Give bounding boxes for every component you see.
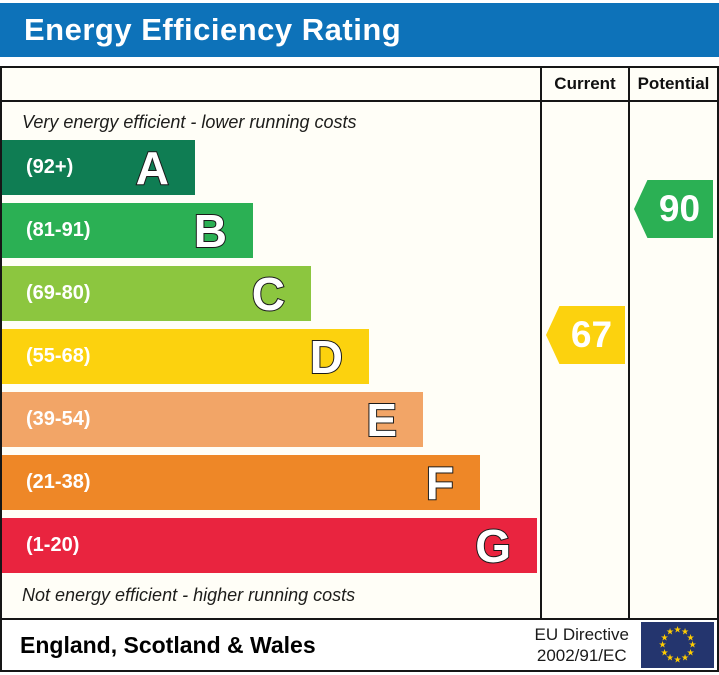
band-row-B: (81-91) B: [2, 203, 253, 258]
region-label: England, Scotland & Wales: [20, 631, 316, 658]
potential-rating-arrow: 90: [634, 180, 713, 238]
eu-flag-star: ★: [660, 632, 669, 642]
eu-flag-icon: ★ ★ ★ ★ ★ ★ ★ ★ ★ ★ ★ ★: [641, 622, 714, 668]
eu-directive-label: EU Directive 2002/91/EC: [535, 624, 629, 667]
potential-column-header: Potential: [628, 68, 717, 100]
band-row-E: (39-54) E: [2, 392, 423, 447]
current-rating-cell: 67: [540, 102, 628, 618]
current-rating-arrow: 67: [546, 306, 625, 364]
eu-flag-star: ★: [688, 639, 697, 650]
eu-directive-line2: 2002/91/EC: [536, 646, 627, 665]
band-range-label: (1-20): [26, 534, 80, 556]
table-footer-row: England, Scotland & Wales EU Directive 2…: [2, 618, 717, 670]
eu-flag-star: ★: [673, 624, 682, 635]
bands: (92+) A (81-91) B (69-80) C (55-68) D (3…: [2, 140, 537, 581]
current-column-header: Current: [540, 68, 628, 100]
rating-scale-cell: Very energy efficient - lower running co…: [2, 102, 540, 618]
band-row-F: (21-38) F: [2, 455, 480, 510]
band-letter: B: [193, 204, 228, 257]
band-letter: E: [365, 393, 398, 446]
potential-rating-value: 90: [658, 188, 701, 229]
eu-directive-line1: EU Directive: [534, 624, 629, 644]
band-letter: D: [309, 330, 344, 383]
band-letter: C: [251, 267, 286, 320]
current-rating-value: 67: [570, 314, 613, 355]
eu-flag-star: ★: [660, 647, 669, 657]
band-row-A: (92+) A: [2, 140, 195, 195]
page-title: Energy Efficiency Rating: [24, 12, 402, 47]
eu-flag-star: ★: [673, 654, 682, 665]
eu-flag-star: ★: [658, 639, 667, 650]
band-letter: F: [425, 456, 455, 509]
eu-flag-star: ★: [680, 652, 690, 663]
band-range-label: (81-91): [26, 219, 91, 241]
band-range-label: (39-54): [26, 408, 91, 430]
eu-flag-star: ★: [686, 632, 695, 642]
band-letter: G: [474, 519, 512, 572]
band-range-label: (92+): [26, 156, 74, 178]
band-range-label: (55-68): [26, 345, 91, 367]
header-spacer-cell: [2, 68, 540, 100]
title-bar: Energy Efficiency Rating: [0, 3, 719, 57]
band-row-D: (55-68) D: [2, 329, 369, 384]
bottom-note: Not energy efficient - higher running co…: [22, 585, 356, 605]
potential-rating-cell: 90: [628, 102, 717, 618]
eu-flag-star: ★: [665, 626, 675, 637]
table-header-row: Current Potential: [2, 68, 717, 102]
top-note: Very energy efficient - lower running co…: [22, 112, 357, 132]
table-body-row: Very energy efficient - lower running co…: [2, 102, 717, 618]
band-row-C: (69-80) C: [2, 266, 311, 321]
eu-flag-star: ★: [680, 626, 690, 637]
eu-flag-star: ★: [686, 647, 695, 657]
band-row-G: (1-20) G: [2, 518, 537, 573]
band-range-label: (69-80): [26, 282, 91, 304]
energy-rating-table: Current Potential Very energy efficient …: [0, 66, 719, 672]
band-range-label: (21-38): [26, 471, 91, 493]
band-letter: A: [135, 141, 170, 194]
eu-flag-star: ★: [665, 652, 675, 663]
